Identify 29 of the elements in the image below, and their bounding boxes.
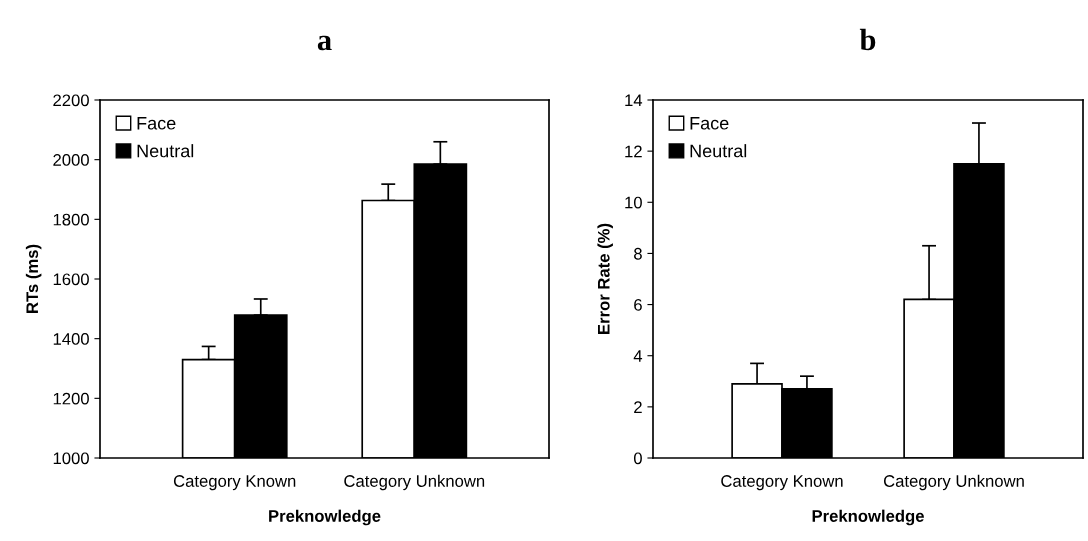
x-axis-title: Preknowledge	[269, 509, 381, 526]
legend-label: Neutral	[690, 144, 747, 158]
x-tick-label: Category Known	[721, 475, 843, 491]
y-tick-label: 2200	[53, 94, 89, 107]
x-tick-label: Category Unknown	[883, 474, 1024, 491]
y-tick-label: 10	[625, 196, 642, 209]
y-tick-label: 14	[625, 94, 643, 107]
y-tick-label: 1400	[53, 333, 89, 345]
x-tick-label: Category Known	[173, 475, 296, 491]
y-tick-label: 4	[633, 350, 643, 362]
y-tick-label: 0	[633, 452, 642, 465]
y-tick-label: 2000	[53, 154, 89, 166]
chart-title: b	[859, 28, 876, 51]
y-tick-label: 1200	[53, 392, 89, 405]
legend-label: Face	[690, 117, 729, 130]
y-tick-label: 2	[634, 401, 642, 413]
legend-label: Neutral	[137, 144, 194, 158]
legend-label: Face	[137, 117, 176, 130]
y-tick-label: 6	[634, 298, 642, 311]
y-tick-label: 1800	[53, 213, 89, 226]
y-tick-label: 1000	[53, 452, 89, 465]
y-tick-label: 12	[625, 145, 642, 158]
chart-title: a	[317, 35, 332, 51]
y-axis-title: Error Rate (%)	[597, 223, 613, 334]
y-tick-label: 8	[634, 247, 642, 260]
x-tick-label: Category Unknown	[344, 474, 485, 491]
x-axis-title: Preknowledge	[812, 509, 924, 526]
y-tick-label: 1600	[53, 273, 89, 286]
y-axis-title: RTs (ms)	[25, 244, 42, 313]
